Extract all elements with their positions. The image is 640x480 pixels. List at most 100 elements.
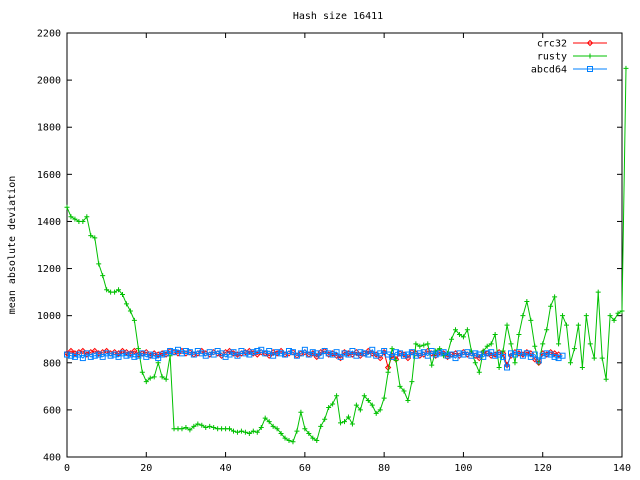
y-tick-label: 400 — [43, 453, 61, 464]
data-point-rusty — [338, 420, 344, 426]
data-point-abcd64 — [508, 350, 514, 357]
data-point-rusty — [187, 427, 193, 433]
data-point-rusty — [96, 261, 102, 267]
data-point-rusty — [361, 393, 367, 399]
data-point-rusty — [540, 341, 546, 347]
data-point-abcd64 — [353, 352, 360, 359]
data-point-abcd64 — [266, 348, 273, 354]
data-point-rusty — [116, 287, 122, 293]
data-point-abcd64 — [182, 348, 189, 354]
data-point-rusty — [84, 214, 90, 220]
data-point-rusty — [147, 375, 153, 381]
data-point-rusty — [294, 428, 300, 434]
data-point-abcd64 — [480, 353, 487, 360]
data-point-abcd64 — [218, 350, 225, 357]
data-point-rusty — [611, 317, 617, 323]
data-point-abcd64 — [515, 349, 522, 356]
data-point-abcd64 — [202, 352, 209, 359]
data-point-abcd64 — [488, 349, 495, 356]
data-point-abcd64 — [500, 353, 507, 360]
data-point-abcd64 — [159, 351, 166, 358]
data-point-rusty — [183, 425, 189, 431]
data-point-rusty — [607, 313, 613, 319]
data-point-rusty — [437, 346, 443, 352]
data-point-rusty — [306, 430, 312, 436]
data-point-abcd64 — [278, 350, 285, 357]
data-point-rusty — [369, 402, 375, 408]
y-tick-label: 1800 — [37, 123, 61, 134]
data-point-rusty — [302, 426, 308, 432]
data-point-rusty — [512, 360, 518, 366]
data-point-rusty — [127, 308, 133, 314]
data-point-abcd64 — [258, 346, 265, 353]
data-point-rusty — [567, 360, 573, 366]
data-point-abcd64 — [301, 346, 308, 353]
data-point-abcd64 — [297, 350, 304, 357]
data-point-abcd64 — [361, 350, 368, 357]
data-point-abcd64 — [270, 352, 277, 359]
data-point-abcd64 — [167, 348, 174, 354]
data-point-rusty — [492, 332, 498, 338]
data-point-rusty — [552, 294, 558, 300]
data-point-abcd64 — [416, 350, 423, 357]
legend-marker-abcd64 — [587, 66, 593, 72]
data-point-rusty — [615, 310, 621, 316]
data-point-rusty — [464, 327, 470, 333]
data-point-rusty — [377, 407, 383, 413]
data-point-rusty — [258, 425, 264, 431]
data-point-rusty — [508, 341, 514, 347]
data-point-abcd64 — [535, 357, 542, 364]
data-point-abcd64 — [436, 350, 443, 357]
data-point-rusty — [381, 395, 387, 401]
data-point-abcd64 — [107, 352, 114, 359]
data-point-rusty — [385, 369, 391, 375]
data-point-rusty — [203, 425, 209, 431]
data-point-abcd64 — [345, 351, 352, 358]
data-point-rusty — [349, 421, 355, 427]
data-point-rusty — [579, 364, 585, 370]
data-point-abcd64 — [452, 355, 459, 362]
data-point-crc32 — [131, 347, 138, 355]
data-point-rusty — [80, 218, 86, 224]
legend-marker-crc32 — [586, 39, 594, 47]
series-group — [63, 65, 629, 445]
data-point-abcd64 — [492, 352, 499, 359]
data-point-rusty — [290, 439, 296, 445]
data-point-rusty — [603, 376, 609, 382]
data-point-abcd64 — [440, 349, 447, 356]
data-point-abcd64 — [400, 352, 407, 359]
x-tick-label: 40 — [220, 463, 232, 474]
data-point-abcd64 — [309, 349, 316, 356]
x-tick-label: 20 — [140, 463, 152, 474]
data-point-abcd64 — [282, 351, 289, 358]
chart-title: Hash size 16411 — [293, 11, 383, 22]
data-point-abcd64 — [289, 349, 296, 356]
data-point-rusty — [460, 334, 466, 340]
data-point-rusty — [429, 362, 435, 368]
data-point-rusty — [286, 438, 292, 444]
data-point-rusty — [151, 374, 157, 380]
data-point-abcd64 — [349, 348, 356, 354]
data-point-rusty — [472, 360, 478, 366]
y-axis: 400 600 800 1000 1200 1400 1600 1800 2000 2200 — [37, 29, 622, 464]
x-tick-label: 80 — [378, 463, 390, 474]
data-point-rusty — [575, 322, 581, 328]
data-point-rusty — [599, 355, 605, 361]
data-point-abcd64 — [551, 353, 558, 360]
data-point-abcd64 — [67, 352, 74, 359]
data-point-rusty — [548, 303, 554, 309]
data-point-rusty — [591, 355, 597, 361]
data-point-abcd64 — [286, 348, 292, 354]
x-tick-label: 120 — [534, 463, 552, 474]
data-point-rusty — [155, 360, 161, 366]
data-point-rusty — [314, 438, 320, 444]
data-point-rusty — [250, 428, 256, 434]
data-point-rusty — [112, 289, 118, 295]
data-point-abcd64 — [369, 346, 376, 353]
data-point-rusty — [211, 425, 217, 431]
data-point-abcd64 — [389, 353, 396, 360]
data-point-rusty — [227, 426, 233, 432]
data-point-rusty — [298, 409, 304, 415]
data-point-rusty — [104, 287, 110, 293]
y-tick-label: 1000 — [37, 311, 61, 322]
